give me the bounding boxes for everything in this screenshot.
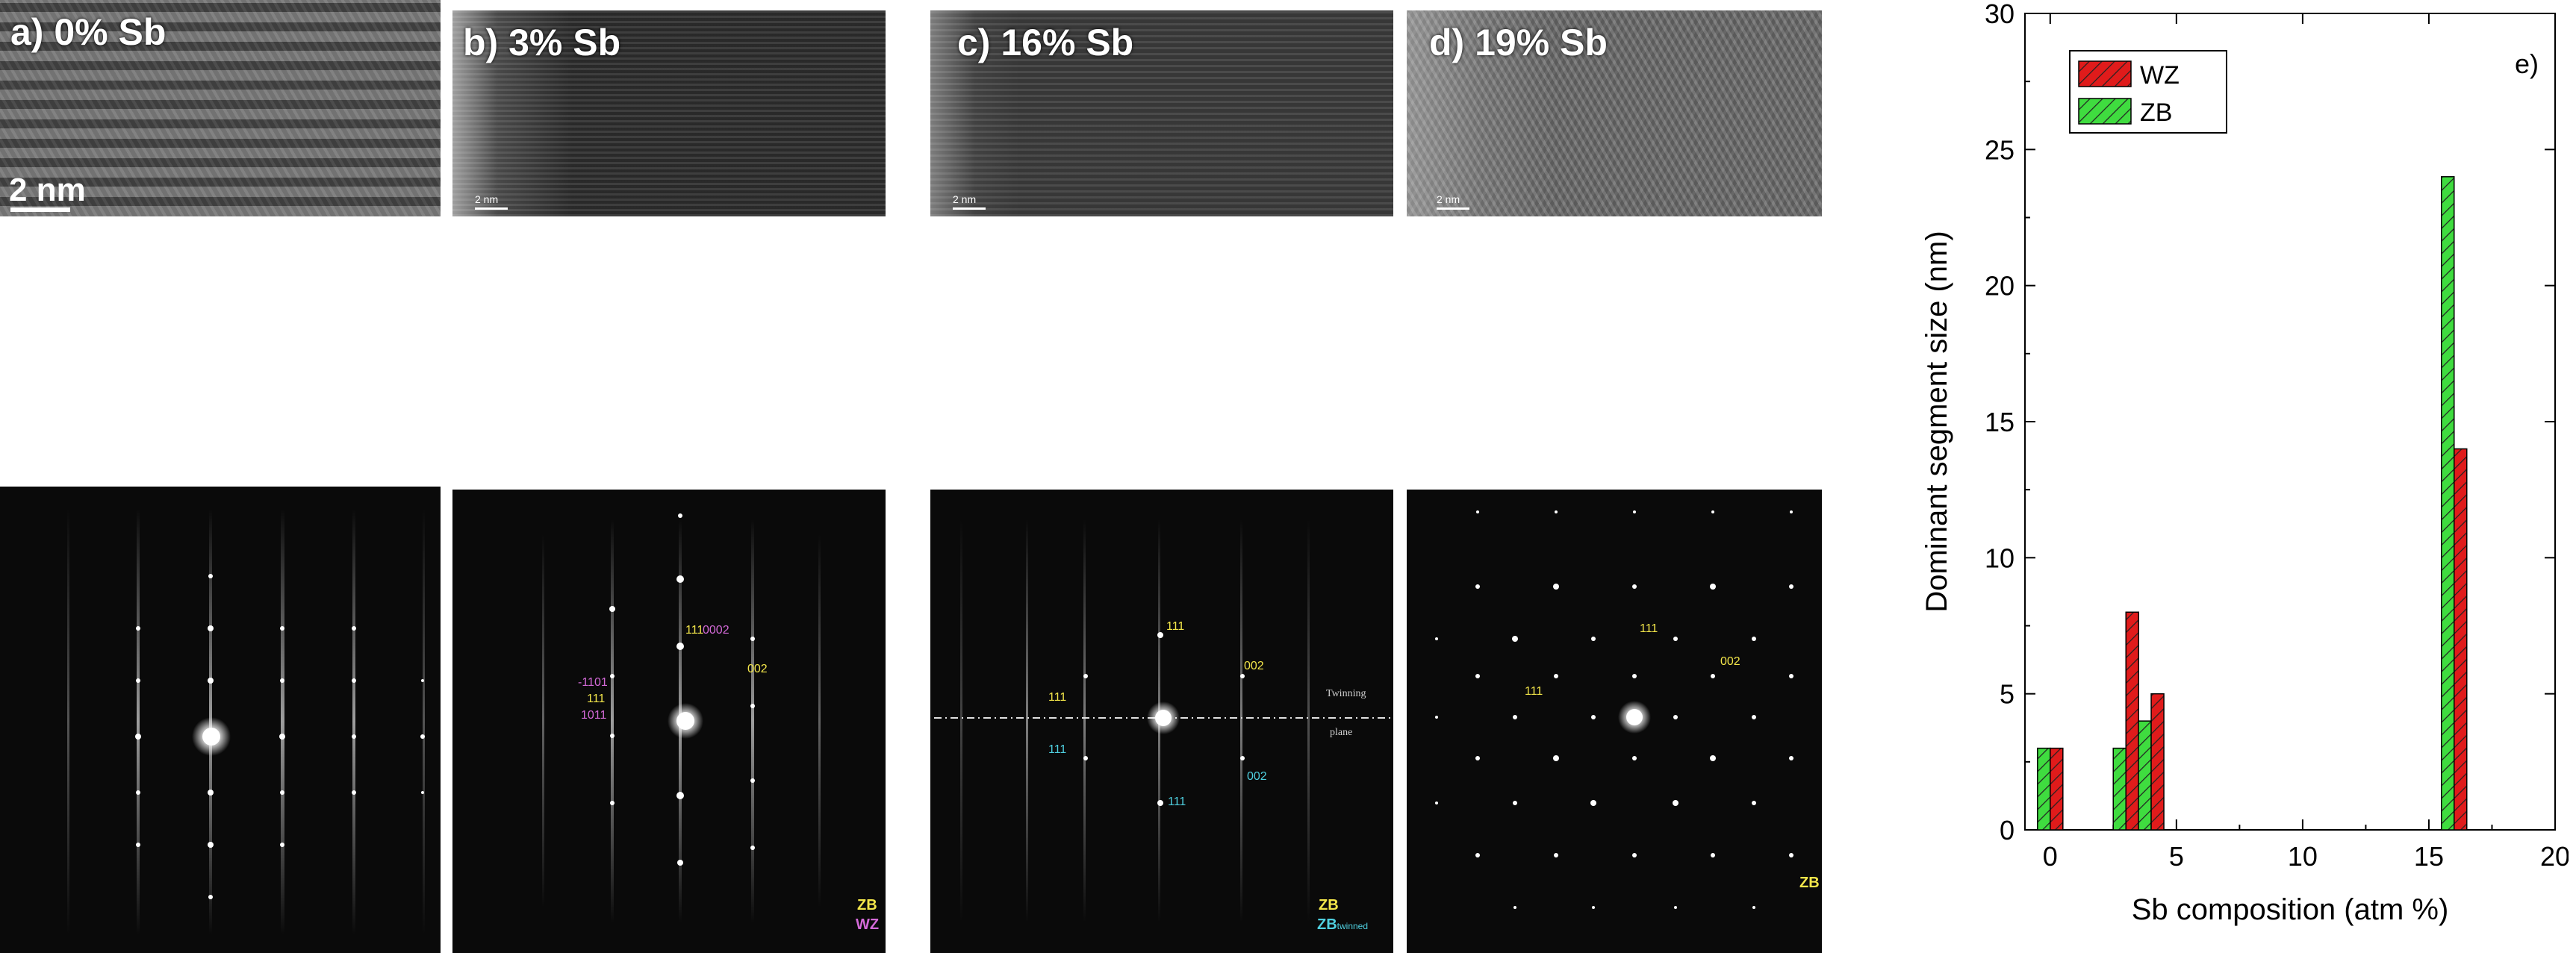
legend-label-wz: WZ [2140, 61, 2180, 90]
diff-c-twinning-plane-label: plane [1330, 727, 1353, 738]
diff-d-label-111-top: 111 [1640, 622, 1658, 635]
diffraction-panel-d: 111 002 111 ZB [1407, 490, 1822, 953]
diffraction-pattern-c [934, 519, 1393, 922]
bar-chart: 0 5 10 15 20 25 30 0 5 10 15 20 Sb composition (atm … [1920, 0, 2569, 926]
bar-wz [2125, 611, 2139, 831]
diff-c-label-002-cyan: 002 [1247, 770, 1267, 783]
diffraction-pattern-d [1435, 510, 1793, 909]
diffraction-panel-a-top [0, 487, 441, 953]
y-tick-label: 15 [1985, 407, 2015, 437]
y-tick-label: 5 [2000, 679, 2015, 710]
scalebar-label-d: 2 nm [1437, 193, 1460, 205]
diff-c-legend-zb-twinned-sub: twinned [1337, 921, 1369, 931]
bar-wz [2454, 448, 2468, 831]
diffraction-panel-b: 111 0002 002 -1101 111 1011 ZB WZ [452, 490, 886, 953]
diff-c-legend-zb-twinned-main: ZB [1317, 916, 1337, 933]
legend-label-zb: ZB [2140, 99, 2172, 127]
diff-c-legend-zb: ZB [1319, 897, 1339, 913]
diffraction-panel-c: 111 002 111 Twinning plane 111 002 111 Z… [930, 490, 1393, 953]
panel-label-b: b) 3% Sb [463, 22, 621, 63]
diff-c-label-111-left: 111 [1048, 691, 1067, 704]
legend-swatch-wz [2078, 60, 2132, 87]
hrtem-panel-d: d) 19% Sb 2 nm [1407, 10, 1822, 216]
y-tick-label: 0 [2000, 815, 2015, 846]
y-tick-label: 20 [1985, 271, 2015, 301]
bar-wz [2050, 747, 2064, 831]
diff-c-twinning-label: Twinning [1326, 688, 1366, 699]
diff-c-label-002-top: 002 [1244, 660, 1264, 672]
diffraction-pattern-b [542, 513, 821, 922]
diff-b-label-111-top: 111 [685, 624, 704, 637]
scalebar-a [10, 207, 70, 212]
x-tick-label: 10 [2288, 841, 2318, 872]
diff-c-legend-zb-twinned: ZBtwinned [1317, 916, 1368, 934]
y-axis-label: Dominant segment size (nm) [1920, 231, 1953, 612]
diff-c-label-111-top: 111 [1166, 620, 1185, 633]
diff-b-label-002: 002 [747, 663, 768, 675]
bar-zb [2138, 720, 2152, 831]
panel-label-c: c) 16% Sb [957, 22, 1134, 63]
bar-zb [2441, 176, 2455, 831]
scalebar-d [1437, 207, 1469, 210]
scalebar-b [475, 207, 508, 210]
chart-panel-label: e) [2515, 49, 2539, 79]
hrtem-panel-c: c) 16% Sb 2 nm [930, 10, 1393, 216]
bar-zb [2112, 747, 2127, 831]
plot-frame [2024, 13, 2556, 831]
diff-c-label-111-cyan-bottom: 111 [1168, 796, 1186, 808]
x-tick-label: 0 [2043, 841, 2058, 872]
bar-wz [2150, 693, 2165, 831]
scalebar-label-a: 2 nm [9, 172, 86, 208]
scalebar-label-c: 2 nm [953, 193, 977, 205]
hrtem-panel-b: b) 3% Sb 2 nm [452, 10, 886, 216]
diff-c-label-111-cyan-left: 111 [1048, 743, 1067, 756]
legend-swatch-zb [2078, 98, 2132, 125]
diff-d-legend-zb: ZB [1799, 875, 1820, 891]
y-tick-label: 25 [1985, 134, 2015, 165]
x-tick-label: 15 [2414, 841, 2444, 872]
diff-d-label-002: 002 [1720, 655, 1740, 668]
scalebar-c [953, 207, 986, 210]
diff-b-legend-wz: WZ [856, 916, 880, 933]
bar-zb [2037, 747, 2051, 831]
diff-b-label-1011: 1011 [581, 709, 607, 722]
y-tick-label: 10 [1985, 543, 2015, 573]
scalebar-label-b: 2 nm [475, 193, 499, 205]
diff-b-label-1101: -1101 [578, 676, 608, 689]
x-axis-label: Sb composition (atm %) [2132, 893, 2449, 926]
x-tick-label: 20 [2540, 841, 2569, 872]
diff-d-label-111-left: 111 [1525, 685, 1543, 698]
diff-b-legend-zb: ZB [857, 897, 877, 913]
diffraction-pattern-a [67, 509, 425, 934]
diff-b-label-111-mid: 111 [587, 693, 606, 705]
y-tick-label: 30 [1985, 0, 2015, 29]
panel-label-a: a) 0% Sb [10, 11, 167, 53]
panel-label-d: d) 19% Sb [1429, 22, 1608, 63]
diff-b-label-0002: 0002 [703, 624, 729, 637]
hrtem-panel-a: a) 0% Sb 2 nm [0, 0, 441, 216]
x-tick-label: 5 [2169, 841, 2184, 872]
